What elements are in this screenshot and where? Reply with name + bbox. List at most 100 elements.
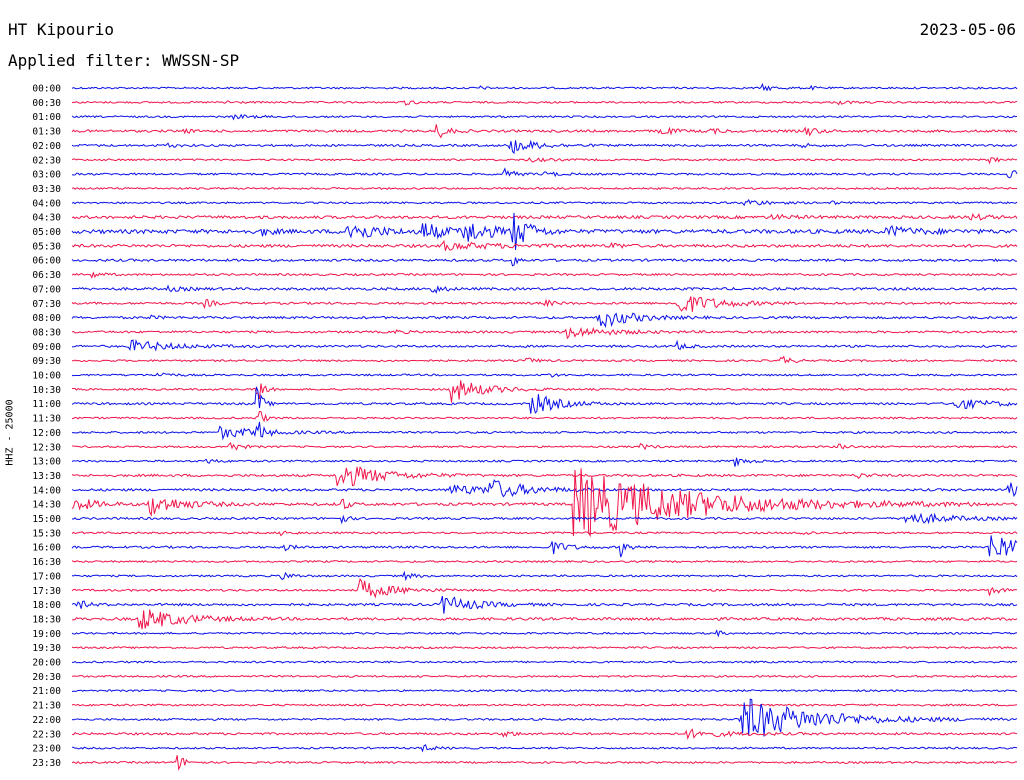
- time-label-1900: 19:00: [32, 629, 61, 640]
- trace-1930: [71, 646, 1018, 650]
- trace-0530: [71, 239, 1018, 251]
- time-label-group: 00:00 00:30 01:00 01:30 02:00 02:30 03:00 03:30…: [32, 84, 61, 769]
- time-label-1530: 15:30: [32, 528, 61, 539]
- time-label-0100: 01:00: [32, 112, 61, 123]
- time-label-0800: 08:00: [32, 313, 61, 324]
- time-label-2230: 22:30: [32, 729, 61, 740]
- trace-1530: [71, 530, 1018, 537]
- time-label-1930: 19:30: [32, 643, 61, 654]
- trace-0900: [71, 338, 1018, 352]
- time-label-0000: 00:00: [32, 84, 61, 95]
- time-label-1100: 11:00: [32, 399, 61, 410]
- date-label: 2023-05-06: [919, 20, 1016, 39]
- time-label-1300: 13:00: [32, 457, 61, 468]
- trace-0200: [71, 139, 1018, 155]
- time-label-2200: 22:00: [32, 715, 61, 726]
- trace-2330: [71, 755, 1018, 771]
- time-label-0900: 09:00: [32, 342, 61, 353]
- trace-0700: [71, 284, 1018, 294]
- trace-2100: [71, 689, 1018, 693]
- time-label-0830: 08:30: [32, 327, 61, 338]
- time-label-1500: 15:00: [32, 514, 61, 525]
- time-label-1730: 17:30: [32, 586, 61, 597]
- trace-1100: [71, 386, 1018, 414]
- time-label-0200: 02:00: [32, 141, 61, 152]
- trace-1900: [71, 629, 1018, 638]
- time-label-2130: 21:30: [32, 701, 61, 712]
- time-label-1700: 17:00: [32, 571, 61, 582]
- time-label-1000: 10:00: [32, 371, 61, 382]
- trace-0330: [71, 186, 1017, 191]
- time-label-0700: 07:00: [32, 284, 61, 295]
- trace-1630: [71, 559, 1018, 564]
- time-label-1800: 18:00: [32, 600, 61, 611]
- trace-2130: [71, 703, 1018, 707]
- time-label-1400: 14:00: [32, 485, 61, 496]
- time-label-2100: 21:00: [32, 686, 61, 697]
- trace-0230: [71, 156, 1018, 165]
- trace-1500: [71, 512, 1018, 525]
- time-label-0330: 03:30: [32, 184, 61, 195]
- trace-1700: [71, 570, 1018, 582]
- applied-filter-label: Applied filter: WWSSN-SP: [8, 51, 240, 70]
- time-label-0400: 04:00: [32, 198, 61, 209]
- trace-1200: [71, 421, 1018, 441]
- trace-2230: [71, 728, 1018, 740]
- trace-0500: [71, 212, 1018, 251]
- trace-0300: [71, 167, 1018, 179]
- time-label-0530: 05:30: [32, 241, 61, 252]
- trace-1830: [71, 609, 1018, 630]
- time-label-0030: 00:30: [32, 98, 61, 109]
- trace-1430: [71, 468, 1018, 538]
- trace-0930: [71, 355, 1018, 364]
- time-label-2300: 23:00: [32, 744, 61, 755]
- trace-0030: [71, 100, 1018, 106]
- time-label-2000: 20:00: [32, 658, 61, 669]
- trace-0800: [71, 312, 1018, 329]
- trace-0830: [71, 326, 1018, 340]
- time-label-0230: 02:30: [32, 155, 61, 166]
- time-label-1200: 12:00: [32, 428, 61, 439]
- trace-2300: [71, 744, 1018, 753]
- trace-2000: [72, 660, 1018, 664]
- time-label-2330: 23:30: [32, 758, 61, 769]
- time-label-0730: 07:30: [32, 299, 61, 310]
- time-label-0630: 06:30: [32, 270, 61, 281]
- station-title: HT Kipourio: [8, 20, 114, 39]
- trace-0600: [71, 257, 1018, 267]
- time-label-0600: 06:00: [32, 256, 61, 267]
- trace-1030: [71, 380, 1018, 403]
- trace-1400: [71, 479, 1018, 498]
- trace-1800: [71, 595, 1018, 614]
- trace-group: [71, 82, 1018, 771]
- trace-1330: [71, 466, 1018, 487]
- trace-0400: [71, 198, 1018, 207]
- time-label-1630: 16:30: [32, 557, 61, 568]
- time-label-2030: 20:30: [32, 672, 61, 683]
- time-label-0930: 09:30: [32, 356, 61, 367]
- trace-0630: [71, 271, 1018, 279]
- time-label-1430: 14:30: [32, 500, 61, 511]
- trace-0000: [71, 82, 1018, 92]
- trace-0730: [71, 296, 1018, 312]
- trace-1300: [71, 457, 1018, 467]
- time-label-0300: 03:00: [32, 170, 61, 181]
- time-label-1600: 16:00: [32, 543, 61, 554]
- trace-1600: [71, 535, 1018, 558]
- trace-0130: [71, 124, 1018, 139]
- trace-1000: [71, 372, 1018, 378]
- time-label-1330: 13:30: [32, 471, 61, 482]
- trace-0100: [71, 113, 1018, 121]
- time-label-0130: 01:30: [32, 127, 61, 138]
- trace-1130: [71, 410, 1018, 423]
- trace-2030: [71, 674, 1018, 678]
- time-label-1230: 12:30: [32, 442, 61, 453]
- time-label-1130: 11:30: [32, 414, 61, 425]
- time-label-1030: 10:30: [32, 385, 61, 396]
- time-label-0430: 04:30: [32, 213, 61, 224]
- trace-2200: [71, 698, 1018, 737]
- trace-1230: [71, 442, 1018, 451]
- trace-1730: [71, 577, 1018, 599]
- trace-0430: [71, 213, 1018, 221]
